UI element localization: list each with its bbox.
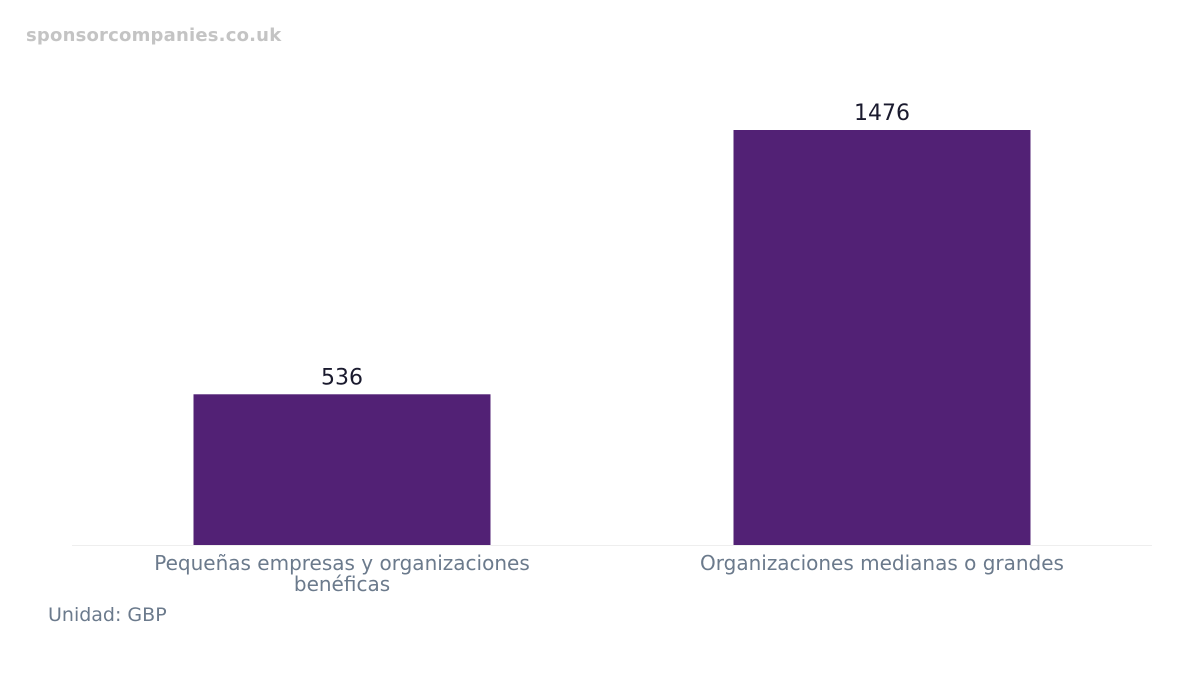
value-label-0: 536 (321, 365, 363, 390)
category-label-1: Organizaciones medianas o grandes (700, 551, 1064, 575)
value-label-1: 1476 (854, 101, 910, 126)
value-labels-group: 536 1476 (321, 101, 910, 390)
category-label-0: Pequeñas empresas y organizaciones benéfi… (154, 551, 530, 596)
bars-group (193, 130, 1031, 545)
watermark: sponsorcompanies.co.uk (26, 25, 282, 46)
bar-0 (193, 394, 491, 545)
category-labels-group: Pequeñas empresas y organizaciones benéfi… (154, 551, 1064, 596)
unit-label: Unidad: GBP (48, 604, 167, 626)
bar-1 (733, 130, 1031, 545)
